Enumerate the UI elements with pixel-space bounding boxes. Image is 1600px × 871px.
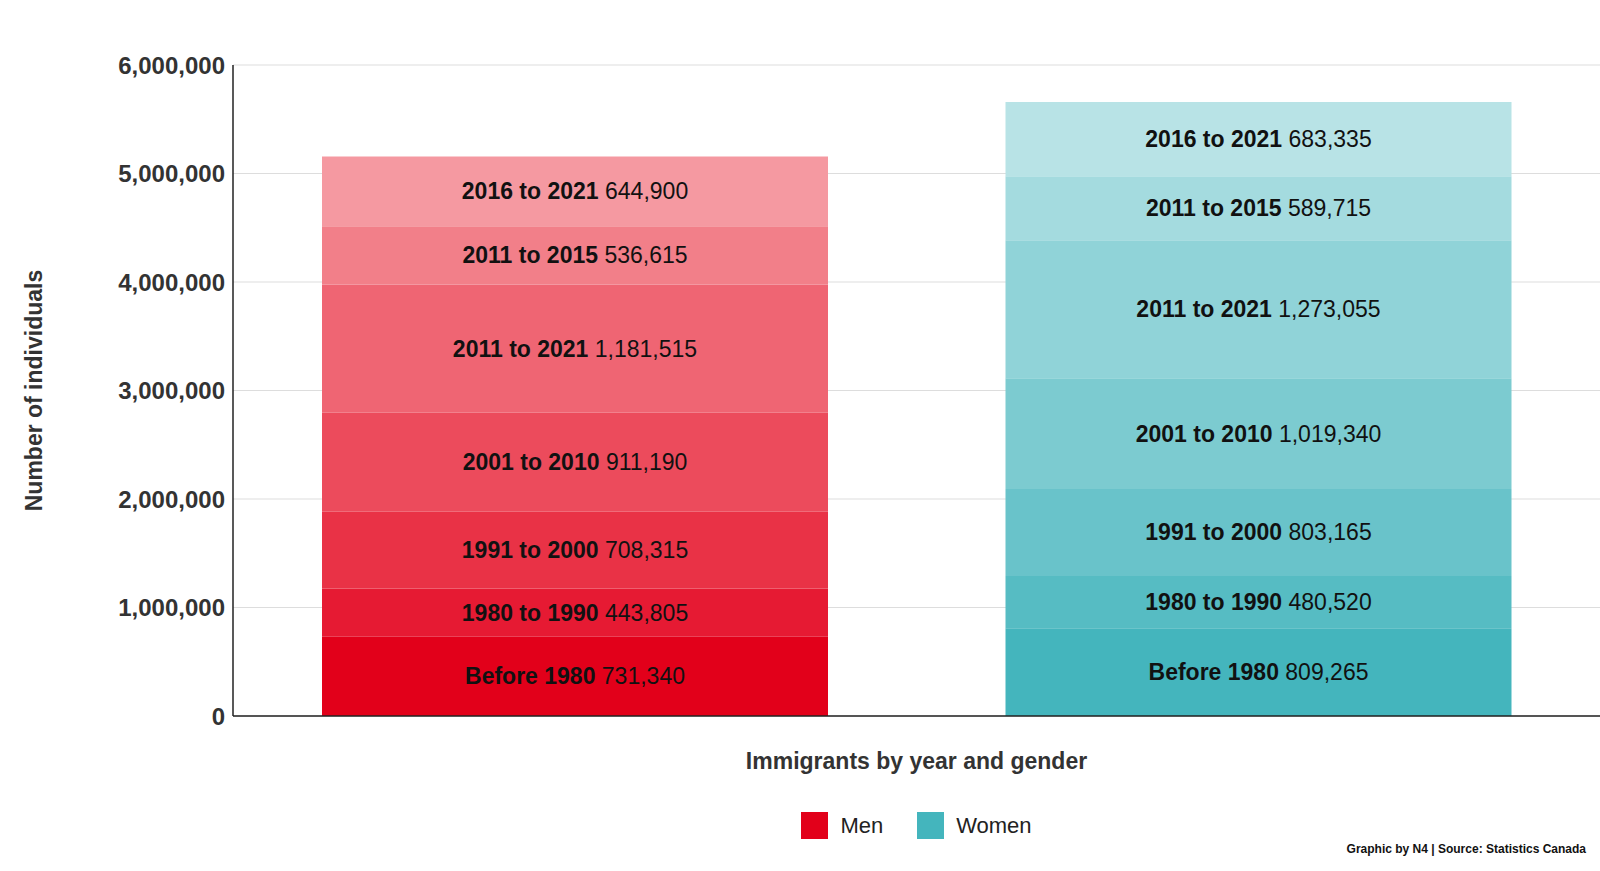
svg-text:2,000,000: 2,000,000 xyxy=(118,486,225,513)
svg-text:2016 to 2021 683,335: 2016 to 2021 683,335 xyxy=(1145,126,1371,152)
svg-text:2011 to 2015 536,615: 2011 to 2015 536,615 xyxy=(462,242,687,268)
html-text:Men: Men xyxy=(840,812,884,838)
svg-text:1,000,000: 1,000,000 xyxy=(118,594,225,621)
svg-text:Before 1980 731,340: Before 1980 731,340 xyxy=(465,663,685,689)
svg-text:2011 to 2021 1,273,055: 2011 to 2021 1,273,055 xyxy=(1136,296,1380,322)
svg-text:3,000,000: 3,000,000 xyxy=(118,377,225,404)
svg-text:6,000,000: 6,000,000 xyxy=(118,52,225,79)
svg-text:2011 to 2021 1,181,515: 2011 to 2021 1,181,515 xyxy=(453,336,697,362)
svg-text:5,000,000: 5,000,000 xyxy=(118,160,225,187)
svg-text:Number of individuals: Number of individuals xyxy=(21,270,47,512)
svg-text:2001 to 2010 1,019,340: 2001 to 2010 1,019,340 xyxy=(1136,421,1382,447)
svg-text:2016 to 2021 644,900: 2016 to 2021 644,900 xyxy=(462,178,688,204)
html-text:Graphic by N4 | Source: Statis: Graphic by N4 | Source: Statistics Canad… xyxy=(1346,842,1586,856)
svg-text:Before 1980 809,265: Before 1980 809,265 xyxy=(1149,659,1369,685)
svg-text:2001 to 2010 911,190: 2001 to 2010 911,190 xyxy=(463,449,688,475)
svg-text:1991 to 2000 803,165: 1991 to 2000 803,165 xyxy=(1145,519,1371,545)
svg-text:1991 to 2000 708,315: 1991 to 2000 708,315 xyxy=(462,537,688,563)
svg-text:0: 0 xyxy=(212,703,225,730)
html-text:Immigrants by year and gender: Immigrants by year and gender xyxy=(745,748,1088,774)
html-text:Women: Women xyxy=(956,812,1032,838)
svg-text:2011 to 2015 589,715: 2011 to 2015 589,715 xyxy=(1146,195,1371,221)
svg-text:1980 to 1990 480,520: 1980 to 1990 480,520 xyxy=(1145,589,1371,615)
svg-text:4,000,000: 4,000,000 xyxy=(118,269,225,296)
svg-text:1980 to 1990 443,805: 1980 to 1990 443,805 xyxy=(462,600,688,626)
